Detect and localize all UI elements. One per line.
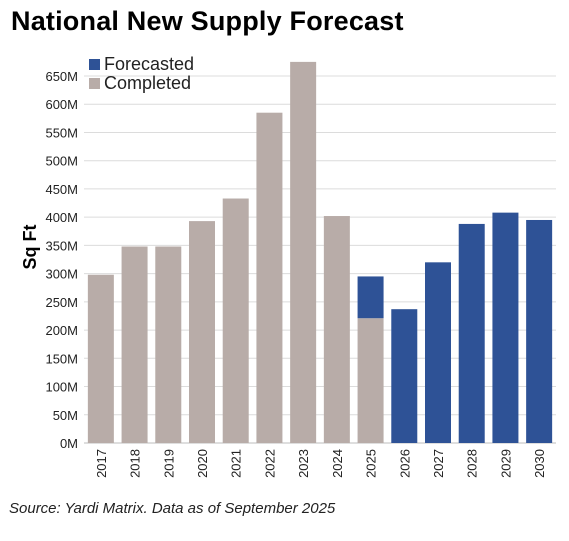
y-tick-label: 600M [45,97,78,112]
x-tick-label: 2019 [161,449,176,478]
bars [87,61,553,444]
x-tick-label: 2025 [364,449,379,478]
x-tick-label: 2024 [330,449,345,478]
bar-completed-2025 [357,318,384,443]
bar-forecasted-2030 [526,219,553,443]
gridlines [84,75,556,444]
x-tick-label: 2017 [94,449,109,478]
y-tick-label: 300M [45,267,78,282]
bar-forecasted-2025 [357,276,384,319]
x-tick-label: 2021 [229,449,244,478]
y-tick-label: 150M [45,351,78,366]
bar-completed-2017 [87,274,114,443]
y-tick-label: 350M [45,238,78,253]
legend-swatch [89,59,100,70]
bar-completed-2019 [155,246,182,443]
x-tick-label: 2030 [532,449,547,478]
bar-completed-2021 [222,198,249,443]
x-tick-label: 2029 [498,449,513,478]
y-tick-label: 200M [45,323,78,338]
y-tick-label: 0M [60,436,78,451]
x-tick-label: 2020 [195,449,210,478]
bar-forecasted-2028 [458,223,485,443]
bar-completed-2024 [323,216,350,443]
legend-label: Completed [104,73,191,93]
bar-completed-2023 [290,61,317,444]
bar-completed-2022 [256,112,283,443]
x-axis-ticks: 2017 2018 2019 2020 2021 2022 2023 2024 2025 2026… [94,449,547,478]
x-tick-label: 2018 [128,449,143,478]
y-axis-label: Sq Ft [20,225,40,270]
legend-swatch [89,78,100,89]
y-tick-label: 250M [45,295,78,310]
bar-forecasted-2026 [391,309,418,443]
y-tick-label: 500M [45,154,78,169]
x-tick-label: 2026 [397,449,412,478]
x-tick-label: 2027 [431,449,446,478]
x-tick-label: 2022 [262,449,277,478]
y-tick-label: 450M [45,182,78,197]
y-tick-label: 650M [45,69,78,84]
y-tick-label: 550M [45,125,78,140]
bar-completed-2020 [189,221,215,443]
y-axis-ticks: 0M 50M 100M 150M 200M 250M 300M 350M 400M 450M 500… [45,69,78,451]
x-tick-label: 2023 [296,449,311,478]
bar-forecasted-2027 [425,262,451,443]
bar-completed-2018 [121,246,148,443]
y-tick-label: 400M [45,210,78,225]
y-tick-label: 100M [45,380,78,395]
y-tick-label: 50M [53,408,78,423]
bar-forecasted-2029 [492,212,519,443]
x-tick-label: 2028 [465,449,480,478]
chart-title: National New Supply Forecast [11,6,404,36]
legend-label: Forecasted [104,54,194,74]
source-note: Source: Yardi Matrix. Data as of Septemb… [9,500,336,517]
